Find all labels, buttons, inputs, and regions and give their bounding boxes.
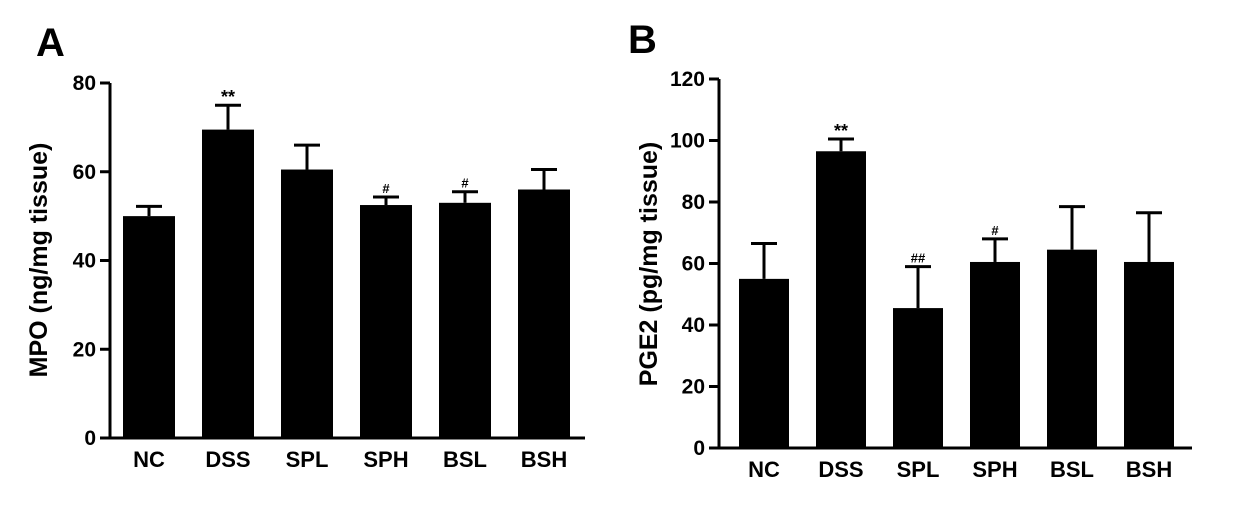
panel-b-y-tick-label: 20 xyxy=(682,376,705,399)
panel-a-bar xyxy=(518,189,570,438)
panel-a-bar xyxy=(202,129,254,438)
panel-a-significance-label: # xyxy=(382,181,390,196)
panel-b-x-tick-label: DSS xyxy=(818,457,863,482)
panel-a-y-tick-label: 0 xyxy=(84,427,96,450)
panel-a-x-tick-label: BSL xyxy=(443,447,487,472)
panel-a-y-axis-title: MPO (ng/mg tissue) xyxy=(25,143,53,378)
panel-b-y-tick-label: 40 xyxy=(682,314,705,337)
panel-b-label: B xyxy=(628,18,657,62)
panel-b-bar xyxy=(893,308,943,448)
panel-a-x-tick-label: SPH xyxy=(363,447,408,472)
panel-b-significance-label: ## xyxy=(911,251,926,266)
panel-b-x-tick-label: SPH xyxy=(972,457,1017,482)
panel-b-chart: B 0 20 40 60 80 100 120 PGE2 (pg/mg tissue) NC **… xyxy=(628,18,1192,482)
panel-b-bar xyxy=(816,151,866,448)
panel-b-x-tick-label: BSL xyxy=(1050,457,1094,482)
panel-a-significance-label: # xyxy=(461,176,469,191)
panel-b-y-tick-label: 80 xyxy=(682,191,705,214)
panel-b-bar xyxy=(1124,261,1174,448)
panel-a-bar xyxy=(360,205,412,438)
panel-a-y-tick-label: 40 xyxy=(73,250,96,273)
panel-a-bar xyxy=(123,216,175,438)
panel-b-y-tick-label: 100 xyxy=(670,130,705,153)
panel-a-x-tick-label: BSH xyxy=(521,447,567,472)
panel-b-y-tick-label: 60 xyxy=(682,253,705,276)
panel-b-x-tick-label: BSH xyxy=(1126,457,1172,482)
panel-a-chart: A 0 20 40 60 80 MPO (ng/mg tissue) NC ** DSS SPL #… xyxy=(25,21,585,472)
panel-a-y-tick-label: 60 xyxy=(73,161,96,184)
panel-b-y-tick-label: 0 xyxy=(693,437,705,460)
panel-a-label: A xyxy=(36,21,65,65)
panel-b-bar xyxy=(970,261,1020,448)
panel-b-significance-label: ** xyxy=(834,121,848,141)
panel-a-y-tick-label: 80 xyxy=(73,72,96,95)
panel-b-bar xyxy=(1047,249,1097,448)
panel-b-x-tick-label: NC xyxy=(748,457,780,482)
panel-a-x-tick-label: DSS xyxy=(205,447,250,472)
panel-b-x-tick-label: SPL xyxy=(897,457,940,482)
panel-a-significance-label: ** xyxy=(221,87,235,107)
panel-a-x-tick-label: SPL xyxy=(286,447,329,472)
panel-b-bar xyxy=(739,278,789,448)
panel-b-y-axis-title: PGE2 (pg/mg tissue) xyxy=(635,142,663,386)
panel-a-y-tick-label: 20 xyxy=(73,338,96,361)
panel-b-significance-label: # xyxy=(991,223,999,238)
panel-a-x-tick-label: NC xyxy=(133,447,165,472)
panel-b-y-tick-label: 120 xyxy=(670,68,705,91)
panel-a-bar xyxy=(439,202,491,438)
panel-a-bar xyxy=(281,169,333,438)
